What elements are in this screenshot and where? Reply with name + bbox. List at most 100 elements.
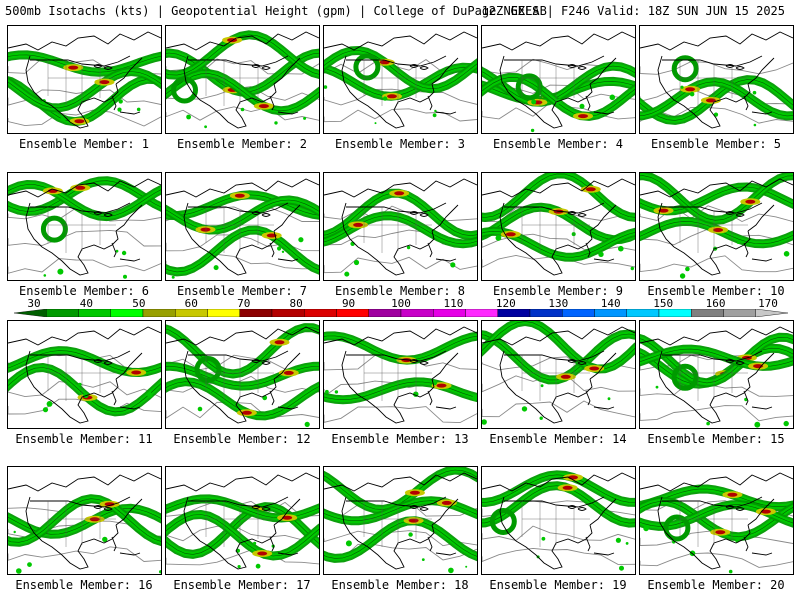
ensemble-map-6: [7, 172, 162, 281]
isotach-shading: [482, 173, 635, 271]
isotach-shading: [8, 50, 161, 127]
ensemble-map-7: [165, 172, 320, 281]
isotach-shading: [324, 467, 477, 574]
colorbar-segment: [691, 309, 724, 317]
colorbar-segment: [497, 309, 531, 317]
colorbar-segment: [304, 309, 337, 317]
map-graphic: [166, 30, 319, 129]
map-outline: [166, 326, 319, 424]
colorbar-segment: [336, 309, 369, 317]
map-graphic: [166, 178, 319, 279]
panel-caption: Ensemble Member: 15: [647, 432, 785, 446]
map-graphic: [166, 472, 319, 570]
colorbar-segment: [594, 309, 627, 317]
map-outline: [166, 178, 319, 276]
colorbar-label: 90: [341, 297, 356, 310]
ensemble-map-20: [639, 466, 794, 575]
isotach-shading: [166, 190, 319, 279]
map-outline: [482, 326, 635, 424]
ensemble-map-8: [323, 172, 478, 281]
title: 500mb Isotachs (kts) | Geopotential Heig…: [5, 4, 547, 18]
colorbar-label: 70: [237, 297, 251, 310]
height-contours: [8, 207, 161, 274]
ensemble-map-5: [639, 25, 794, 134]
map-graphic: [482, 173, 635, 276]
colorbar-segment: [368, 309, 402, 317]
colorbar-segment: [465, 309, 498, 317]
isotach-shading: [324, 331, 477, 405]
colorbar-label: 40: [79, 297, 94, 310]
panel-caption: Ensemble Member: 6: [18, 284, 150, 298]
map-outline: [482, 31, 635, 129]
isotach-shading: [482, 470, 635, 571]
map-outline: [640, 31, 793, 129]
ensemble-map-11: [7, 320, 162, 429]
colorbar-segment: [400, 309, 434, 317]
panel-caption: Ensemble Member: 5: [650, 137, 782, 151]
colorbar-label: 100: [391, 297, 411, 310]
map-graphic: [482, 470, 635, 571]
map-graphic: [324, 326, 477, 424]
ensemble-map-12: [165, 320, 320, 429]
map-graphic: [640, 173, 793, 279]
isotach-shading: [482, 61, 635, 133]
map-graphic: [482, 321, 635, 425]
panel-caption: Ensemble Member: 16: [15, 578, 153, 592]
map-outline: [324, 31, 477, 129]
ensemble-map-18: [323, 466, 478, 575]
colorbar-segment: [110, 309, 144, 317]
colorbar-label: 120: [495, 297, 516, 310]
map-graphic: [324, 178, 477, 277]
map-graphic: [324, 467, 477, 574]
isotach-shading: [640, 55, 793, 127]
isotach-shading: [640, 173, 793, 279]
colorbar-segment: [723, 309, 756, 317]
map-outline: [640, 178, 793, 276]
ensemble-map-15: [639, 320, 794, 429]
ensemble-map-16: [7, 466, 162, 575]
panel-caption: Ensemble Member: 2: [176, 137, 308, 151]
isotach-shading: [482, 321, 635, 425]
panel-caption: Ensemble Member: 9: [492, 284, 624, 298]
ensemble-map-9: [481, 172, 636, 281]
map-outline: [324, 178, 477, 276]
panel-caption: Ensemble Member: 3: [334, 137, 466, 151]
colorbar-segment: [433, 309, 466, 317]
isotach-shading: [8, 346, 161, 417]
colorbar-segment: [626, 309, 660, 317]
panel-caption: Ensemble Member: 1: [18, 137, 150, 151]
colorbar-label: 50: [132, 297, 146, 310]
map-graphic: [8, 31, 161, 129]
colorbar-label: 160: [705, 297, 726, 310]
colorbar-label: 30: [27, 297, 41, 310]
colorbar-label: 130: [548, 297, 569, 310]
map-graphic: [640, 326, 793, 428]
map-outline: [8, 178, 161, 276]
colorbar-label: 60: [184, 297, 198, 310]
ensemble-map-14: [481, 320, 636, 429]
panel-caption: Ensemble Member: 18: [331, 578, 469, 592]
isotach-shading: [8, 494, 161, 574]
map-outline: [324, 326, 477, 424]
colorbar-segment: [46, 309, 79, 317]
map-outline: [8, 326, 161, 424]
map-outline: [640, 326, 793, 424]
map-graphic: [8, 176, 161, 279]
isotach-shading: [8, 176, 161, 279]
panel-caption: Ensemble Member: 14: [489, 432, 627, 446]
panel-caption: Ensemble Member: 7: [176, 284, 308, 298]
ensemble-map-3: [323, 25, 478, 134]
panel-caption: Ensemble Member: 11: [15, 432, 153, 446]
map-graphic: [640, 31, 793, 129]
run-info: 12Z GEFS | F246 Valid: 18Z SUN JUN 15 20…: [481, 4, 785, 18]
panel-caption: Ensemble Member: 20: [647, 578, 785, 592]
colorbar-segment: [14, 309, 47, 317]
colorbar-segment: [562, 309, 595, 317]
map-graphic: [324, 31, 477, 129]
map-graphic: [8, 472, 161, 574]
isotach-shading: [166, 494, 319, 569]
map-outline: [8, 472, 161, 570]
colorbar-label: 140: [600, 297, 621, 310]
colorbar-segment: [271, 309, 305, 317]
